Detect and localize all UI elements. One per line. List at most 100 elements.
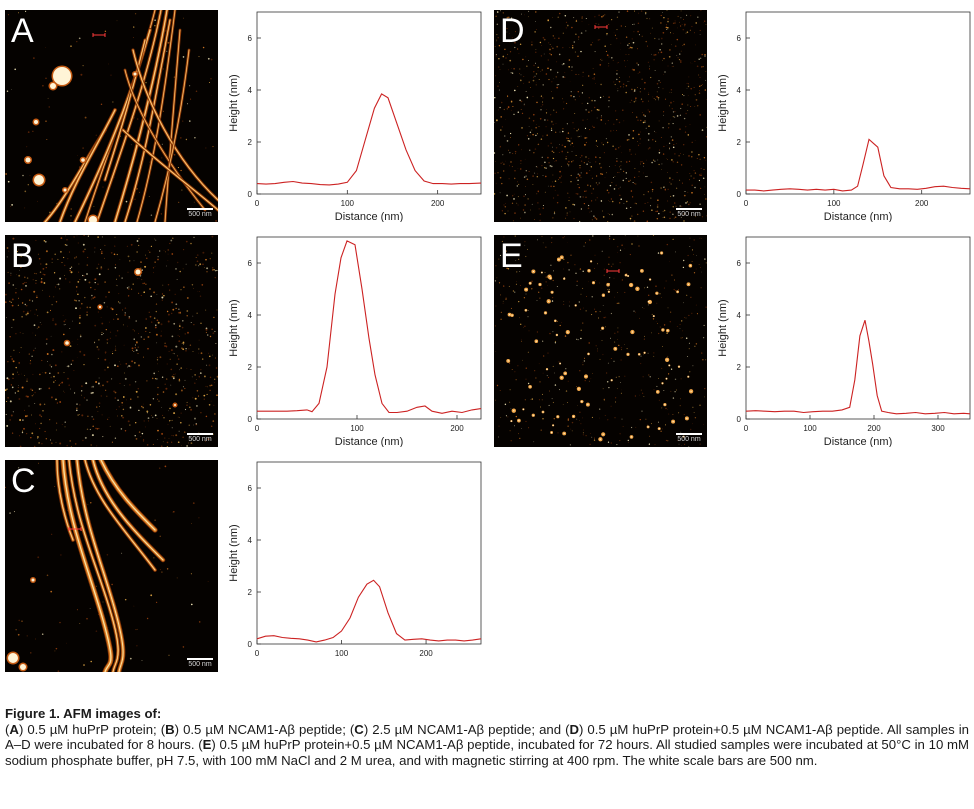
x-tick-label: 0 — [255, 199, 260, 208]
surface-grain — [536, 331, 538, 333]
surface-grain — [45, 266, 47, 269]
surface-grain — [629, 76, 630, 78]
surface-grain — [496, 39, 498, 40]
surface-grain — [496, 119, 498, 122]
surface-grain — [194, 137, 196, 139]
surface-grain — [503, 108, 505, 111]
surface-grain — [657, 323, 659, 324]
surface-grain — [667, 355, 669, 357]
surface-grain — [620, 346, 623, 349]
surface-grain — [660, 51, 663, 54]
surface-grain — [682, 45, 684, 46]
surface-grain — [613, 360, 615, 362]
surface-grain — [508, 285, 510, 287]
surface-grain — [514, 235, 516, 237]
surface-grain — [495, 75, 497, 77]
surface-grain — [182, 268, 184, 270]
profile-line — [257, 240, 482, 414]
surface-grain — [680, 153, 681, 154]
surface-grain — [157, 398, 159, 400]
surface-grain — [36, 296, 38, 299]
surface-grain — [549, 52, 551, 55]
surface-grain — [670, 89, 673, 91]
surface-grain — [537, 166, 539, 168]
surface-grain — [681, 320, 683, 322]
surface-grain — [96, 266, 98, 268]
surface-grain — [589, 161, 591, 163]
surface-grain — [571, 47, 574, 49]
surface-grain — [525, 175, 527, 177]
surface-grain — [590, 166, 592, 168]
surface-grain — [94, 342, 96, 344]
surface-grain — [189, 403, 191, 405]
surface-grain — [568, 140, 571, 142]
surface-grain — [497, 85, 499, 87]
surface-grain — [26, 380, 28, 382]
surface-grain — [515, 415, 517, 418]
surface-grain — [10, 274, 12, 276]
surface-grain — [198, 265, 200, 267]
surface-grain — [155, 601, 158, 604]
surface-grain — [595, 22, 597, 24]
surface-grain — [689, 428, 692, 431]
surface-grain — [149, 251, 151, 253]
surface-grain — [101, 236, 103, 238]
surface-grain — [565, 27, 567, 29]
surface-grain — [595, 182, 598, 184]
surface-grain — [516, 271, 518, 273]
surface-grain — [528, 126, 530, 127]
surface-grain — [579, 165, 581, 167]
surface-grain — [663, 114, 664, 116]
surface-grain — [658, 87, 660, 88]
surface-grain — [42, 273, 45, 276]
surface-grain — [134, 381, 137, 383]
surface-grain — [641, 161, 643, 163]
surface-grain — [588, 24, 590, 26]
surface-grain — [188, 424, 190, 426]
surface-grain — [136, 251, 138, 253]
surface-grain — [666, 10, 668, 11]
surface-grain — [693, 239, 695, 241]
surface-grain — [705, 198, 707, 200]
surface-grain — [585, 156, 587, 158]
surface-grain — [495, 182, 497, 184]
aggregate — [81, 158, 85, 162]
surface-grain — [591, 125, 594, 127]
caption-text: ) 0.5 µM NCAM1-Aβ peptide; ( — [174, 721, 355, 737]
surface-grain — [42, 372, 44, 373]
y-axis-label: Height (nm) — [717, 74, 729, 131]
surface-grain — [595, 345, 597, 347]
x-tick-label: 0 — [255, 649, 260, 658]
surface-grain — [92, 297, 95, 299]
surface-grain — [698, 174, 701, 176]
surface-grain — [182, 320, 184, 322]
surface-grain — [606, 172, 608, 174]
surface-grain — [695, 216, 696, 218]
surface-grain — [118, 275, 121, 277]
surface-grain — [5, 389, 7, 391]
surface-grain — [508, 16, 510, 19]
surface-grain — [494, 121, 495, 123]
surface-grain — [699, 76, 701, 78]
surface-grain — [647, 294, 650, 297]
surface-grain — [593, 77, 595, 79]
surface-grain — [193, 288, 195, 289]
surface-grain — [547, 67, 549, 70]
surface-grain — [537, 239, 538, 241]
surface-grain — [548, 42, 550, 44]
y-tick-label: 6 — [248, 259, 253, 268]
surface-grain — [532, 133, 534, 136]
surface-grain — [603, 152, 605, 154]
surface-grain — [561, 152, 563, 154]
surface-grain — [590, 185, 592, 187]
surface-grain — [685, 317, 687, 319]
afm-topography — [494, 10, 707, 222]
surface-grain — [587, 207, 590, 210]
surface-grain — [31, 300, 34, 302]
surface-grain — [497, 37, 499, 39]
surface-grain — [582, 362, 584, 364]
surface-grain — [660, 22, 662, 24]
surface-grain — [631, 47, 633, 49]
surface-grain — [115, 408, 117, 410]
